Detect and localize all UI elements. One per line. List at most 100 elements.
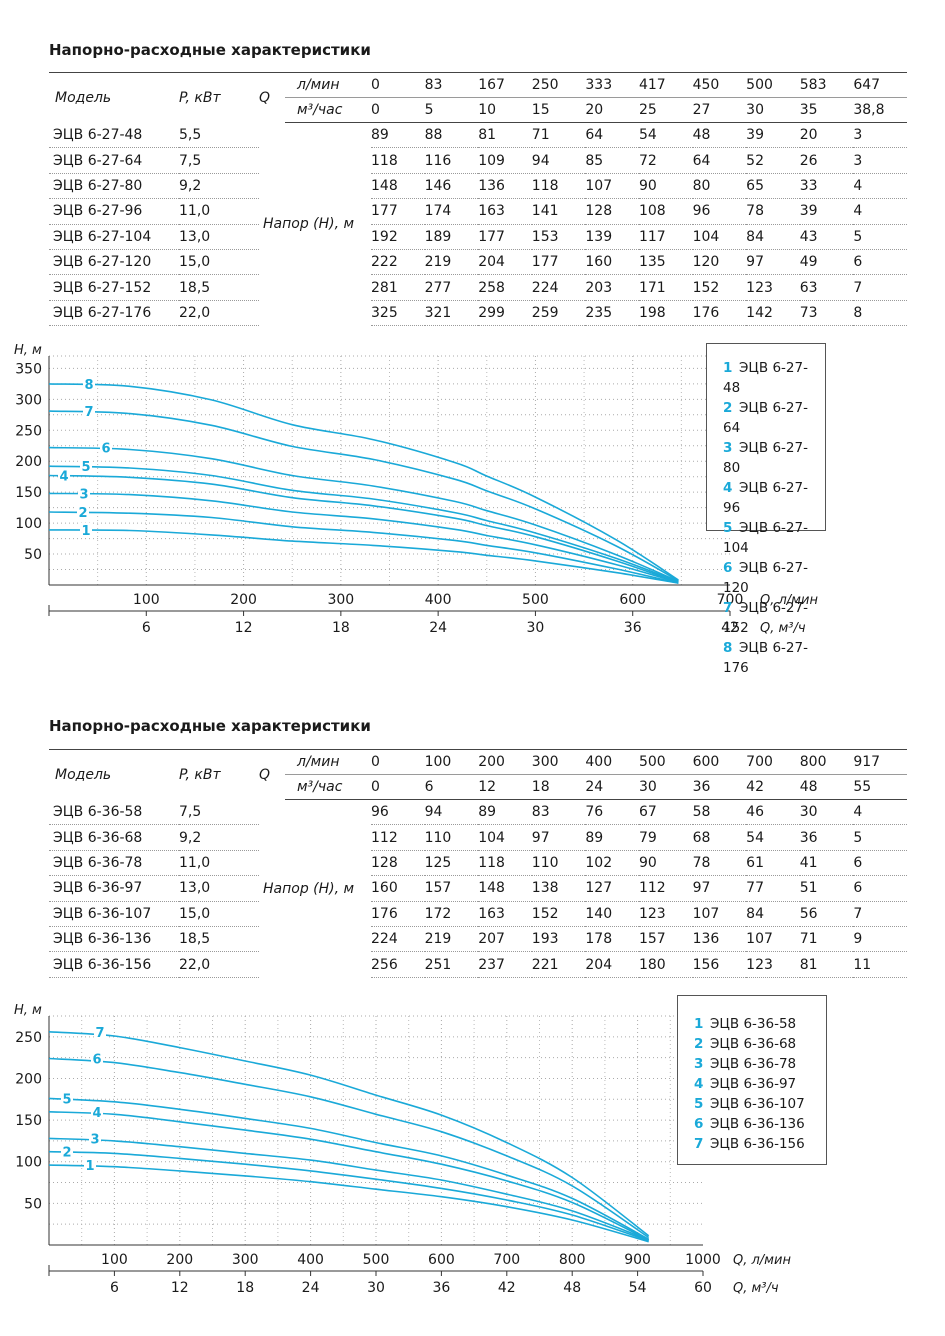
series-label-bg xyxy=(94,1024,106,1039)
model-cell: ЭЦВ 6-27-176 xyxy=(49,300,179,327)
head-label: Напор (Н), м xyxy=(263,880,355,897)
head-cell: 321 xyxy=(424,300,479,327)
head-cell: 138 xyxy=(531,875,586,902)
head-cell: 203 xyxy=(585,274,639,301)
flow-lpm-cell: 917 xyxy=(853,749,907,775)
table-row: ЭЦВ 6-27-104 13,0 192 189 177 153 139 117 104 84 4… xyxy=(49,224,907,250)
series-line xyxy=(48,1137,649,1241)
head-cell: 204 xyxy=(585,951,639,978)
head-cell: 71 xyxy=(799,926,854,953)
y-tick-label: 200 xyxy=(15,1071,42,1087)
x-tick-label: 600 xyxy=(428,1252,455,1268)
head-cell: 4 xyxy=(853,198,907,225)
model-cell: ЭЦВ 6-36-136 xyxy=(49,926,179,953)
series-line xyxy=(48,410,679,582)
head-cell: 224 xyxy=(371,926,425,953)
legend-label: ЭЦВ 6-36-136 xyxy=(710,1116,805,1132)
head-cell: 54 xyxy=(746,824,800,851)
head-cell: 123 xyxy=(746,951,800,978)
legend-number: 6 xyxy=(694,1116,704,1132)
head-cell: 63 xyxy=(799,274,854,301)
model-cell: ЭЦВ 6-36-156 xyxy=(49,951,179,978)
power-cell: 11,0 xyxy=(179,198,259,225)
head-cell: 117 xyxy=(638,224,693,250)
head-cell: 148 xyxy=(478,875,532,902)
model-cell: ЭЦВ 6-27-80 xyxy=(49,173,179,200)
legend-label: ЭЦВ 6-36-107 xyxy=(710,1096,805,1112)
head-cell: 89 xyxy=(478,799,532,826)
y-tick-label: 150 xyxy=(15,1113,42,1129)
head-cell: 9 xyxy=(853,926,907,953)
y-tick-label: 50 xyxy=(24,1196,42,1212)
legend-label: ЭЦВ 6-36-78 xyxy=(710,1056,797,1072)
legend-number: 3 xyxy=(694,1056,704,1072)
series-line xyxy=(48,465,679,583)
legend-label: ЭЦВ 6-36-97 xyxy=(710,1076,797,1092)
head-cell: 172 xyxy=(424,901,479,927)
unit-lpm: л/мин xyxy=(285,72,371,98)
series-label: 3 xyxy=(79,487,88,502)
power-cell: 9,2 xyxy=(179,824,259,851)
chart-legend: 1 ЭЦВ 6-36-58 2 ЭЦВ 6-36-68 3 ЭЦВ 6-36-78 4 ЭЦВ… xyxy=(677,995,827,1165)
head-cell: 112 xyxy=(371,824,425,851)
head-cell: 52 xyxy=(746,147,800,174)
head-cell: 8 xyxy=(853,300,907,327)
series-label-bg xyxy=(83,404,95,419)
head-cell: 56 xyxy=(799,901,854,927)
legend-item: 1 ЭЦВ 6-36-58 xyxy=(694,1014,826,1034)
power-cell: 13,0 xyxy=(179,224,259,250)
series-label: 6 xyxy=(101,442,110,457)
x-tick-label: 700 xyxy=(493,1252,520,1268)
series-label: 7 xyxy=(84,405,93,420)
head-cell: 58 xyxy=(692,799,747,826)
head-cell: 84 xyxy=(746,901,800,927)
head-cell: 140 xyxy=(585,901,639,927)
flow-lpm-cell: 500 xyxy=(638,749,693,775)
legend-number: 3 xyxy=(723,440,733,456)
legend-label: ЭЦВ 6-36-68 xyxy=(710,1036,797,1052)
x-axis-label: Q, л/мин xyxy=(733,1253,791,1268)
head-cell: 109 xyxy=(478,147,532,174)
x-tick-label: 100 xyxy=(101,1252,128,1268)
x-tick-label: 300 xyxy=(232,1252,259,1268)
head-cell: 67 xyxy=(638,799,693,826)
power-header: P, кВт xyxy=(179,89,221,106)
head-cell: 7 xyxy=(853,901,907,927)
y-tick-label: 200 xyxy=(15,454,42,470)
head-cell: 64 xyxy=(585,122,639,149)
series-label-bg xyxy=(61,1144,73,1159)
head-cell: 7 xyxy=(853,274,907,301)
head-cell: 189 xyxy=(424,224,479,250)
flow-lpm-cell: 450 xyxy=(692,72,747,98)
series-label-bg xyxy=(80,522,92,537)
head-cell: 118 xyxy=(478,850,532,877)
table-row: ЭЦВ 6-27-48 5,5 Напор (Н), м 89 88 81 71 64 54 48… xyxy=(49,122,907,232)
series-label-bg xyxy=(77,504,89,519)
chart-legend: 1 ЭЦВ 6-27-48 2 ЭЦВ 6-27-64 3 ЭЦВ 6-27-80 4 ЭЦВ… xyxy=(706,343,826,676)
power-cell: 7,5 xyxy=(179,799,259,826)
head-cell: 219 xyxy=(424,926,479,953)
head-cell: 88 xyxy=(424,122,479,149)
head-cell: 171 xyxy=(638,274,693,301)
y-tick-label: 50 xyxy=(24,547,42,563)
head-cell: 222 xyxy=(371,249,425,276)
head-cell: 79 xyxy=(638,824,693,851)
head-cell: 146 xyxy=(424,173,479,200)
head-cell: 73 xyxy=(799,300,854,327)
flow-lpm-cell: 167 xyxy=(478,72,532,98)
legend-item: 3 ЭЦВ 6-36-78 xyxy=(694,1054,826,1074)
head-cell: 163 xyxy=(478,901,532,927)
head-cell: 128 xyxy=(371,850,425,877)
series-label: 7 xyxy=(95,1026,104,1041)
x2-tick-label: 30 xyxy=(367,1280,385,1295)
legend-label: ЭЦВ 6-27-176 xyxy=(723,640,808,676)
x2-tick-label: 6 xyxy=(110,1280,119,1295)
head-cell: 127 xyxy=(585,875,639,902)
head-cell: 258 xyxy=(478,274,532,301)
flow-m3h-cell: 30 xyxy=(746,97,800,123)
section-title: Напорно-расходные характеристики xyxy=(49,41,371,59)
x-tick-label: 600 xyxy=(619,592,646,608)
flow-m3h-cell: 15 xyxy=(531,97,586,123)
